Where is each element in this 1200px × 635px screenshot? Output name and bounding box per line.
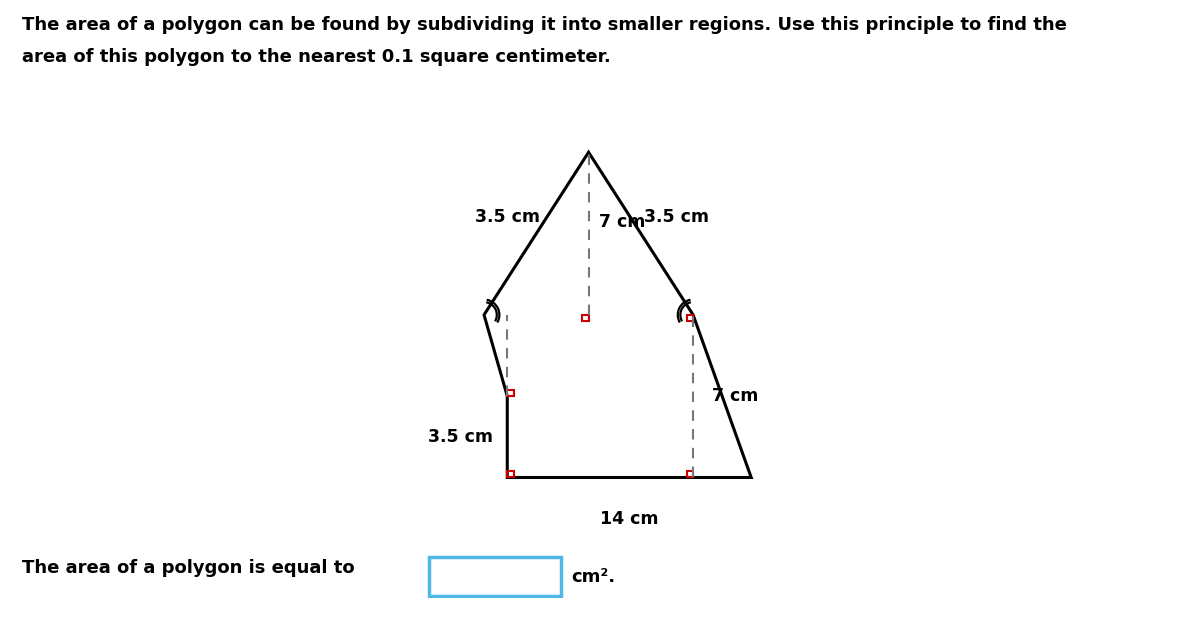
- Text: cm².: cm².: [571, 568, 616, 585]
- Text: 3.5 cm: 3.5 cm: [428, 428, 493, 446]
- Text: The area of a polygon can be found by subdividing it into smaller regions. Use t: The area of a polygon can be found by su…: [22, 16, 1067, 34]
- Text: area of this polygon to the nearest 0.1 square centimeter.: area of this polygon to the nearest 0.1 …: [22, 48, 611, 65]
- Text: 7 cm: 7 cm: [712, 387, 758, 405]
- FancyBboxPatch shape: [428, 557, 562, 596]
- Text: 7 cm: 7 cm: [599, 213, 646, 231]
- Text: 3.5 cm: 3.5 cm: [475, 208, 540, 226]
- Text: 14 cm: 14 cm: [600, 511, 659, 528]
- Polygon shape: [484, 152, 751, 478]
- Text: The area of a polygon is equal to: The area of a polygon is equal to: [22, 559, 354, 577]
- Text: 3.5 cm: 3.5 cm: [644, 208, 709, 226]
